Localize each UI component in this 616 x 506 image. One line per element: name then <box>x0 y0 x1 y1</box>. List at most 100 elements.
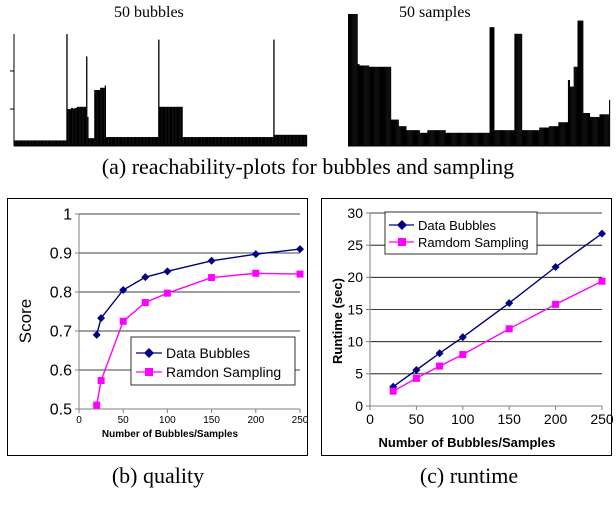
samples-bar <box>366 65 368 146</box>
samples-bar <box>578 20 580 147</box>
runtime-chart-frame <box>321 198 612 456</box>
bubbles-bar <box>188 137 190 146</box>
bubbles-bar <box>220 137 223 146</box>
samples-bar <box>444 130 446 146</box>
samples-bar <box>563 122 565 146</box>
bubbles-bar <box>216 137 218 146</box>
samples-bar <box>443 130 445 146</box>
bubbles-bar <box>122 137 124 146</box>
samples-bar <box>407 130 409 146</box>
runtime-legend: Data Bubbles Ramdom Sampling <box>384 211 538 255</box>
runtime-y-tick-label: 25 <box>347 237 363 253</box>
quality-y-tick-label: 0.7 <box>50 324 72 341</box>
samples-bar <box>588 113 590 146</box>
bubbles-bar <box>137 137 139 146</box>
samples-bar <box>514 33 516 146</box>
bubbles-bar <box>288 134 290 146</box>
samples-bar <box>530 130 532 146</box>
bubbles-bar <box>286 134 288 146</box>
bubbles-bar <box>130 137 132 146</box>
bubbles-bar <box>196 137 198 146</box>
runtime-y-tick-label: 0 <box>355 398 363 414</box>
bubbles-bar <box>193 137 195 146</box>
bubbles-bar <box>276 134 279 146</box>
samples-bar <box>364 65 366 146</box>
samples-bar <box>442 130 444 146</box>
samples-bar <box>510 130 512 146</box>
runtime-point <box>505 325 513 333</box>
bubbles-bar <box>54 140 56 146</box>
quality-point <box>252 269 260 277</box>
samples-bar <box>598 116 600 146</box>
bubbles-bar <box>88 138 90 146</box>
runtime-y-tick-label: 5 <box>355 366 363 382</box>
samples-bar <box>535 130 537 146</box>
bubbles-bar <box>31 140 33 146</box>
samples-bar <box>561 122 563 146</box>
bubbles-bar <box>177 106 180 146</box>
samples-bar <box>363 65 365 146</box>
samples-bar <box>522 130 524 146</box>
samples-bar <box>501 130 504 146</box>
bubbles-bar <box>203 137 205 146</box>
samples-bar <box>544 127 547 146</box>
bubbles-bar <box>24 140 26 146</box>
bubbles-bar <box>112 137 115 146</box>
samples-bar <box>534 130 536 146</box>
bubbles-bar <box>109 137 111 146</box>
bubbles-bar <box>268 137 270 146</box>
bubbles-bar <box>217 137 219 146</box>
samples-bar <box>565 122 567 146</box>
bubbles-bar <box>104 85 106 146</box>
samples-bar <box>554 126 556 146</box>
caption-c: (c) runtime <box>419 463 519 488</box>
samples-bar <box>429 130 431 146</box>
samples-bar <box>419 132 421 146</box>
samples-bar <box>374 66 376 146</box>
quality-series-line-0 <box>96 248 301 336</box>
bubbles-bar <box>252 137 254 146</box>
bubbles-bar <box>131 137 133 146</box>
bubbles-bar <box>241 137 244 146</box>
runtime-x-tick-label: 0 <box>366 411 374 427</box>
bubbles-bar <box>202 137 204 146</box>
runtime-point <box>412 374 420 382</box>
bubbles-bar <box>246 137 248 146</box>
bubbles-bar <box>143 137 145 146</box>
bubbles-bar <box>251 137 253 146</box>
samples-bar <box>415 130 417 146</box>
samples-bar <box>454 132 456 146</box>
bubbles-bar <box>98 90 101 146</box>
legend-square-icon <box>145 368 153 376</box>
bubbles-bar <box>303 134 305 146</box>
samples-bar <box>581 20 583 147</box>
bubbles-bar <box>140 137 143 146</box>
quality-x-tick-label: 0 <box>76 415 82 426</box>
bubbles-bar <box>162 106 165 146</box>
samples-bar <box>391 119 393 146</box>
samples-bar <box>608 114 610 146</box>
bubbles-bar <box>94 90 96 146</box>
samples-bar <box>566 122 569 146</box>
samples-bar <box>589 116 592 146</box>
bubbles-bar <box>230 137 232 146</box>
samples-bar <box>412 130 414 146</box>
samples-bar <box>436 130 439 146</box>
bubbles-bar <box>83 106 86 146</box>
bubbles-bar <box>115 137 117 146</box>
samples-bar <box>490 27 492 147</box>
bubbles-bar <box>294 134 296 146</box>
runtime-point <box>505 299 514 308</box>
quality-point <box>92 330 101 339</box>
bubbles-bar <box>72 107 74 146</box>
bubbles-bar <box>111 137 113 146</box>
samples-bar <box>543 127 545 146</box>
samples-bar <box>601 114 603 146</box>
samples-bar <box>461 132 463 146</box>
samples-bar <box>602 114 604 146</box>
bubbles-bar <box>62 140 65 146</box>
samples-bar <box>560 122 562 146</box>
bubbles-bar <box>139 137 141 146</box>
samples-bar <box>479 132 482 146</box>
samples-bar <box>409 130 411 146</box>
